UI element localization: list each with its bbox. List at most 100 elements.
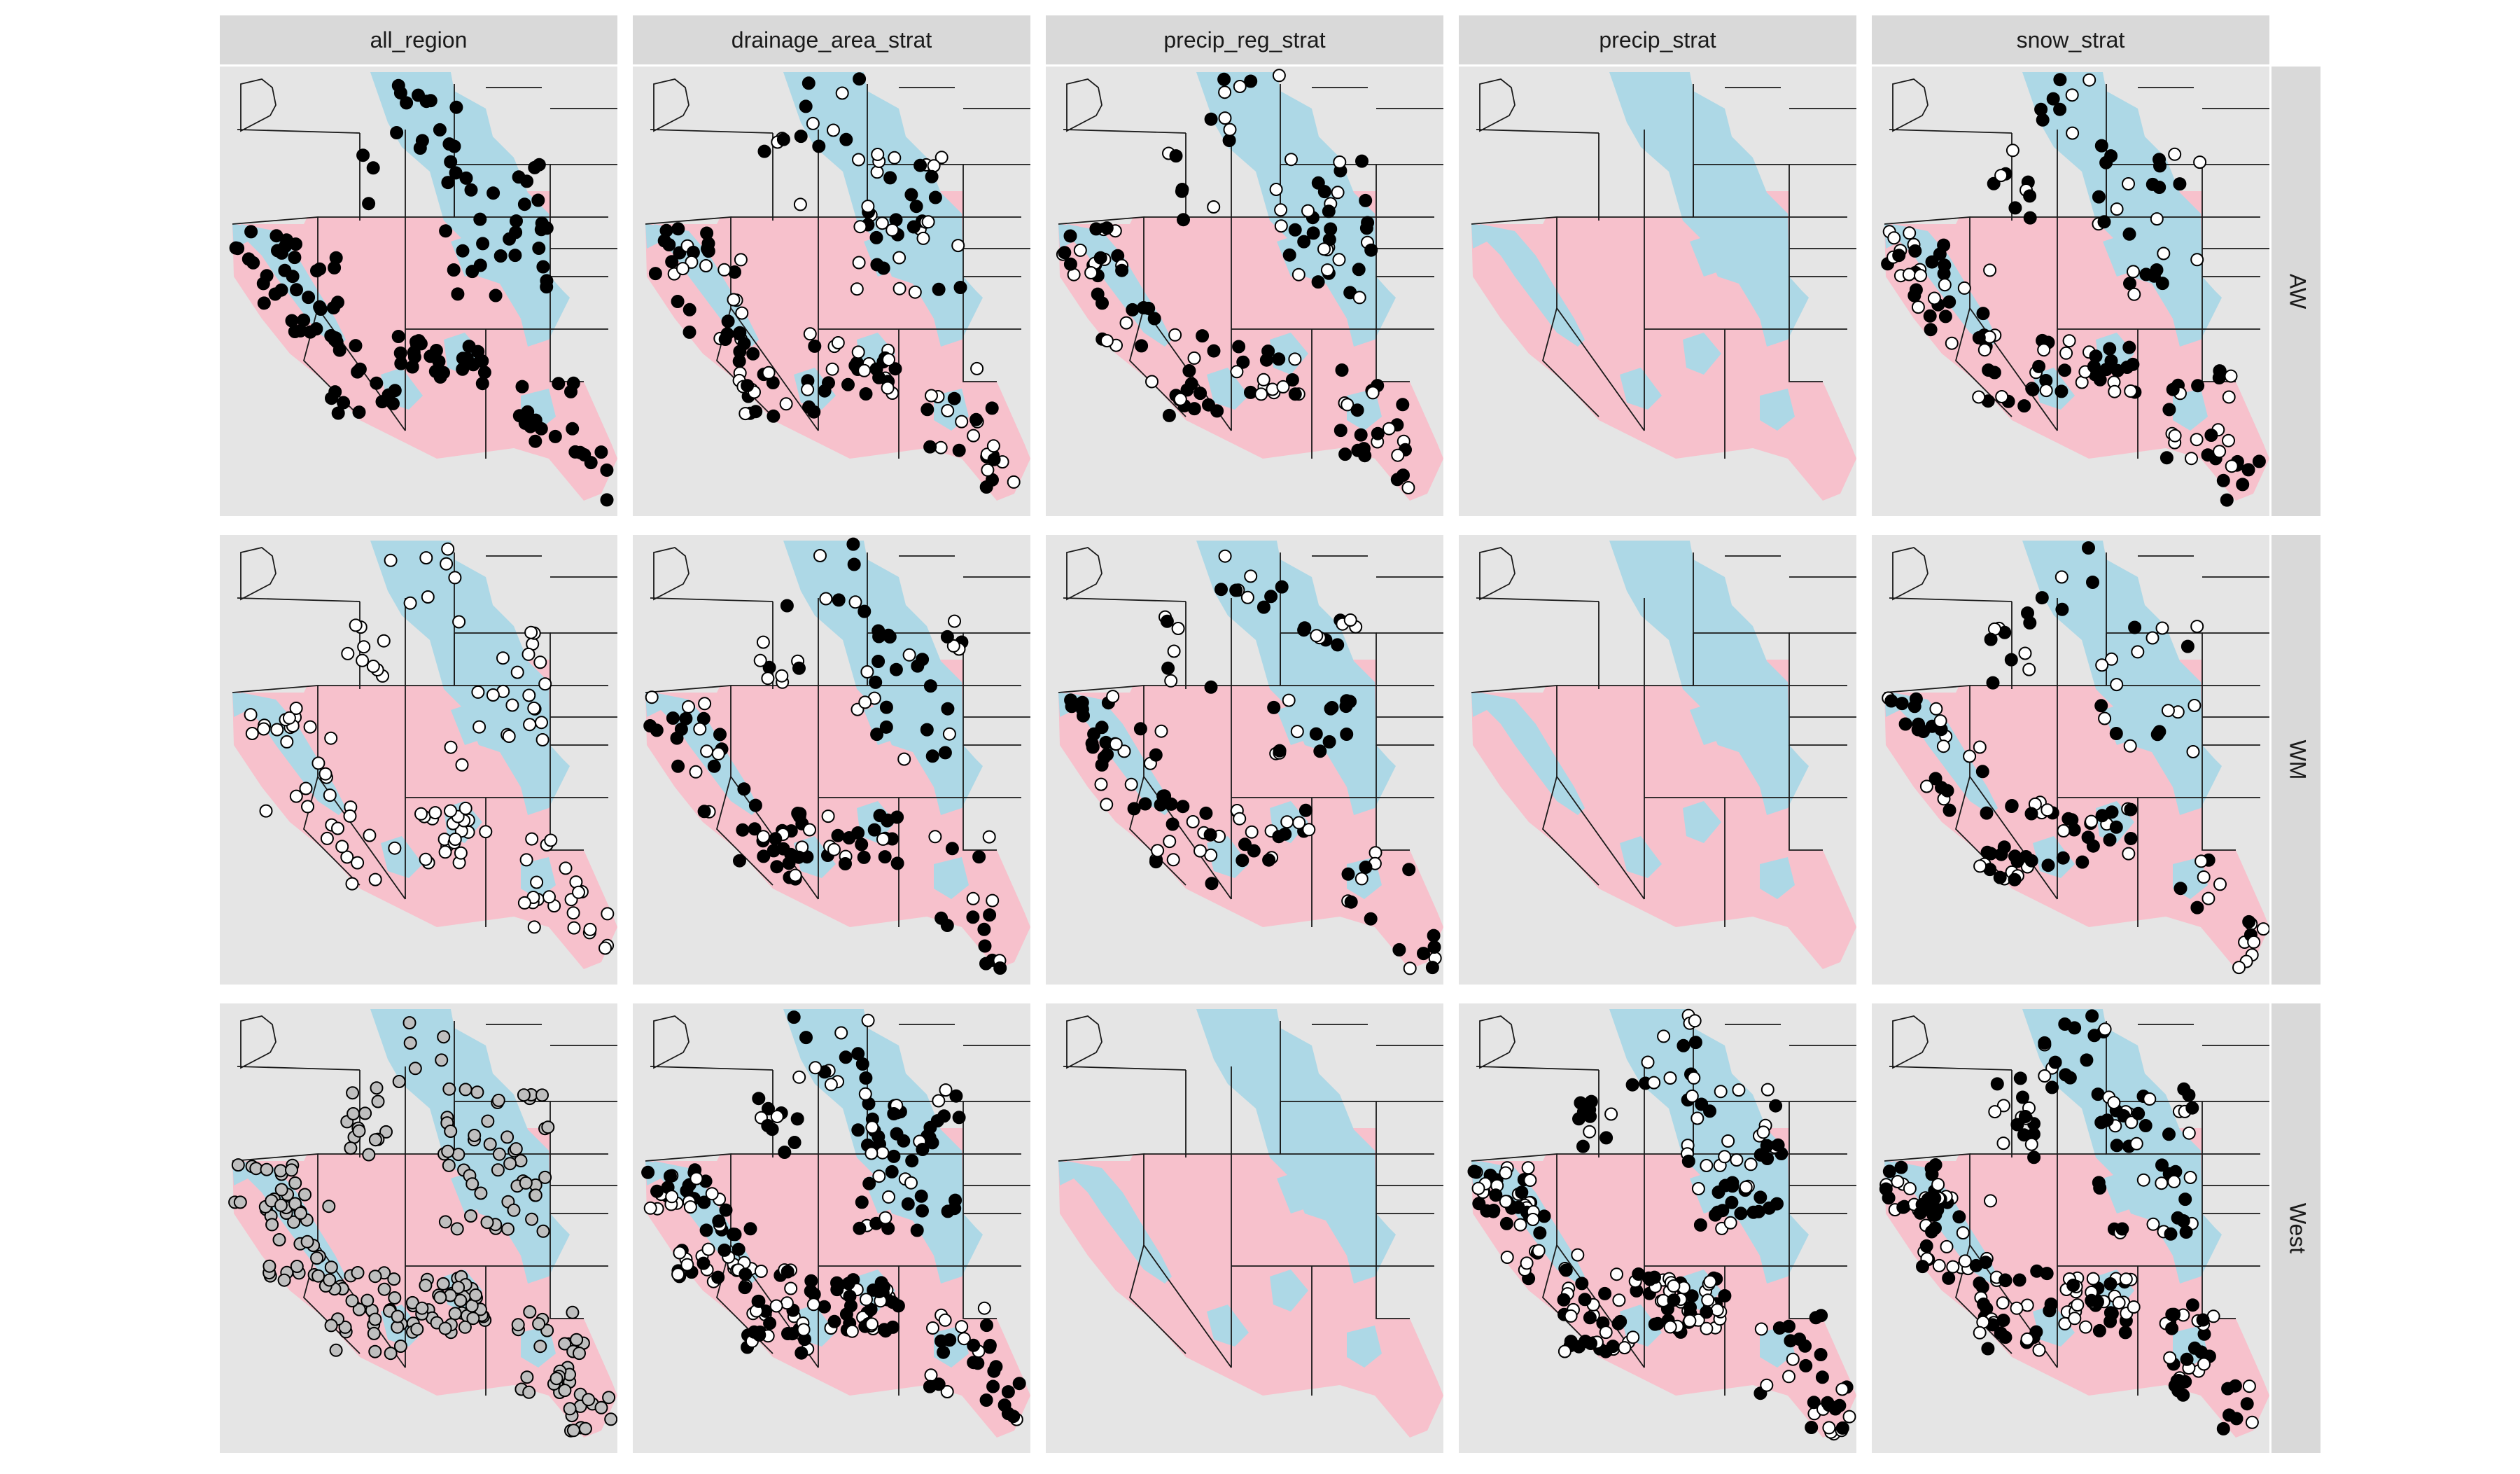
data-point (519, 853, 533, 867)
data-point (2043, 1304, 2057, 1318)
data-point (1425, 961, 1439, 975)
data-point (510, 665, 524, 679)
coastline (653, 78, 690, 132)
data-point (1928, 1208, 1942, 1222)
data-point (938, 1313, 952, 1327)
data-point (689, 765, 703, 779)
data-point (548, 429, 562, 443)
data-point (1983, 263, 1997, 277)
data-point (648, 267, 662, 281)
data-point (1996, 1314, 2010, 1327)
data-point (1499, 1195, 1513, 1209)
data-point (993, 961, 1007, 975)
data-point (2076, 855, 2090, 869)
data-point (1282, 693, 1296, 707)
data-point (1244, 385, 1257, 399)
data-point (682, 700, 695, 714)
data-point (2040, 803, 2054, 817)
data-point (2225, 459, 2239, 473)
data-point (2152, 153, 2166, 167)
data-point (940, 1385, 954, 1398)
data-point (966, 910, 980, 924)
data-point (2168, 429, 2182, 443)
data-point (945, 842, 959, 856)
data-point (1194, 844, 1207, 858)
data-point (782, 856, 796, 870)
data-point (366, 660, 380, 673)
data-point (2095, 658, 2109, 672)
data-point (2098, 1022, 2112, 1036)
data-point (2055, 602, 2069, 616)
data-point (331, 296, 344, 310)
data-point (2213, 877, 2227, 891)
data-point (697, 805, 711, 819)
data-point (301, 800, 314, 814)
data-point (1945, 336, 1959, 350)
data-point (459, 171, 473, 185)
data-point (1310, 629, 1324, 643)
panel-wm-all-region (220, 535, 617, 985)
data-point (914, 1189, 928, 1203)
data-point (536, 1088, 549, 1102)
data-point (2119, 1272, 2133, 1286)
data-point (601, 907, 615, 921)
data-point (403, 596, 417, 610)
data-point (1302, 823, 1316, 837)
data-point (448, 833, 462, 846)
points-layer (1881, 73, 2266, 507)
column-strip-label: drainage_area_strat (732, 27, 932, 53)
data-point (757, 144, 771, 158)
data-point (2105, 652, 2118, 666)
data-point (2008, 201, 2022, 215)
data-point (1292, 267, 1306, 281)
data-point (867, 823, 881, 837)
data-point (865, 1317, 878, 1331)
data-point (290, 283, 303, 297)
data-point (969, 412, 983, 426)
data-point (1942, 1271, 1956, 1285)
data-point (1909, 692, 1923, 706)
data-point (323, 1273, 337, 1287)
data-point (806, 116, 820, 130)
data-point (2045, 1080, 2059, 1094)
data-point (1923, 1197, 1937, 1211)
data-point (456, 362, 470, 376)
data-point (858, 1087, 872, 1101)
data-point (1171, 622, 1185, 635)
data-point (2118, 1326, 2132, 1340)
data-point (444, 155, 458, 169)
data-point (924, 1368, 938, 1382)
data-point (433, 1291, 447, 1305)
data-point (456, 244, 470, 258)
data-point (1335, 363, 1349, 377)
data-point (801, 382, 815, 396)
data-point (1247, 844, 1261, 858)
data-point (442, 1158, 456, 1172)
data-point (1940, 784, 1954, 798)
data-point (852, 153, 865, 167)
data-point (1297, 235, 1311, 249)
data-point (2173, 177, 2187, 191)
data-point (879, 700, 893, 714)
data-point (643, 1201, 657, 1215)
points-layer (1064, 549, 1442, 975)
data-point (2110, 678, 2124, 692)
data-point (827, 842, 841, 856)
data-point (1322, 204, 1336, 218)
data-point (408, 1062, 422, 1076)
data-point (2057, 824, 2071, 837)
points-layer (1882, 541, 2269, 975)
data-point (1073, 243, 1087, 257)
data-point (452, 615, 466, 629)
data-point (766, 409, 780, 423)
data-point (1480, 1204, 1494, 1218)
data-point (2162, 1127, 2176, 1141)
data-point (925, 169, 939, 183)
data-point (2146, 1217, 2160, 1231)
data-point (1756, 1125, 1770, 1139)
column-strip-precip-reg-strat: precip_reg_strat (1046, 15, 1443, 64)
data-point (2024, 1137, 2038, 1151)
data-point (1929, 702, 1943, 716)
data-point (2054, 570, 2068, 584)
